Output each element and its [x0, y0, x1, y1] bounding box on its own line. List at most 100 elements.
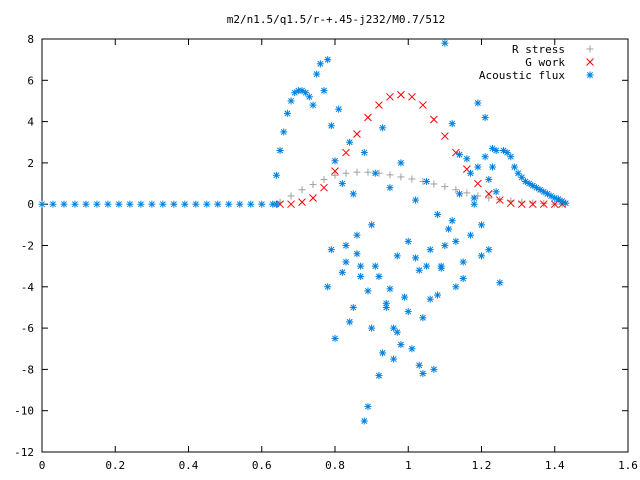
data-point [71, 200, 79, 208]
data-point [320, 175, 328, 183]
data-point [441, 132, 449, 140]
data-point [434, 291, 442, 299]
data-point [492, 188, 500, 196]
data-point [528, 200, 537, 209]
data-point [495, 196, 504, 204]
data-point [38, 200, 46, 208]
data-point [82, 200, 90, 208]
data-point [298, 198, 306, 206]
data-point [452, 237, 460, 245]
data-point [456, 190, 464, 198]
x-tick-label: 1.2 [472, 459, 492, 472]
data-point [349, 190, 357, 198]
data-point [386, 184, 394, 192]
data-point [517, 200, 526, 209]
data-point [353, 168, 361, 176]
legend-swatch [586, 71, 594, 79]
data-point [441, 39, 449, 47]
data-point [371, 262, 379, 270]
data-point [412, 254, 420, 262]
data-point [386, 285, 394, 293]
data-point [287, 192, 295, 200]
data-point [368, 221, 376, 229]
data-point [126, 200, 134, 208]
legend-label: Acoustic flux [479, 69, 565, 82]
axis-ticks: 0 0.2 0.4 0.6 0.8 1 1.2 1.4 1.6 8 6 4 2 0 -2 -4 -6 -8 -10 -… [14, 33, 638, 472]
legend-label: G work [525, 56, 565, 69]
y-tick-label: 4 [27, 116, 34, 129]
data-point [148, 200, 156, 208]
data-point [547, 192, 555, 200]
data-point [375, 272, 383, 280]
data-point [415, 266, 423, 274]
data-point [364, 113, 372, 122]
data-point [397, 341, 405, 349]
data-point [441, 183, 449, 191]
data-point [298, 186, 306, 194]
data-point [467, 231, 475, 239]
plot-frame [41, 38, 629, 453]
data-point [353, 231, 361, 239]
data-point [390, 324, 398, 332]
data-point [397, 173, 405, 181]
x-tick-label: 0.4 [179, 459, 199, 472]
data-point [287, 97, 295, 105]
data-point [137, 200, 145, 208]
data-point [364, 403, 372, 411]
data-point [415, 361, 423, 369]
chart-title: m2/n1.5/q1.5/r-+.45-j232/M0.7/512 [227, 13, 446, 26]
data-point [393, 252, 401, 260]
data-point [506, 199, 515, 208]
data-point [382, 299, 390, 307]
series-g-work [276, 90, 566, 209]
data-point [236, 200, 244, 208]
y-tick-label: -4 [21, 281, 35, 294]
data-point [346, 318, 354, 326]
data-point [49, 200, 57, 208]
data-point [309, 101, 317, 109]
data-point [470, 200, 478, 208]
series-acoustic-flux [38, 39, 570, 425]
data-point [478, 221, 485, 229]
data-point [360, 149, 368, 157]
data-point [510, 163, 518, 171]
data-point [529, 199, 537, 207]
data-point [550, 200, 559, 209]
data-point [272, 200, 280, 208]
data-point [430, 115, 438, 124]
data-point [485, 194, 493, 202]
y-tick-label: 6 [27, 74, 34, 87]
data-point [379, 349, 387, 357]
data-point [412, 196, 420, 204]
data-point [353, 250, 361, 258]
data-point [247, 200, 255, 208]
data-point [368, 324, 376, 332]
y-tick-label: -2 [21, 240, 34, 253]
data-point [331, 167, 339, 176]
data-point [342, 148, 350, 157]
data-point [338, 268, 346, 276]
data-point [437, 264, 445, 272]
data-point [338, 180, 346, 188]
data-point [331, 171, 339, 179]
data-point [404, 237, 412, 245]
data-point [276, 200, 284, 209]
data-point [419, 370, 427, 378]
data-point [456, 151, 464, 159]
data-point [386, 171, 394, 179]
data-point [445, 225, 453, 233]
data-point [280, 128, 288, 136]
x-tick-label: 1.6 [618, 459, 638, 472]
data-point [309, 194, 317, 202]
data-point [467, 169, 475, 177]
data-point [423, 262, 431, 270]
data-point [452, 186, 460, 194]
data-point [276, 147, 284, 155]
data-point [404, 308, 412, 316]
data-point [496, 279, 504, 287]
legend-swatch [586, 58, 594, 66]
data-point [320, 183, 328, 192]
data-point [170, 200, 178, 208]
